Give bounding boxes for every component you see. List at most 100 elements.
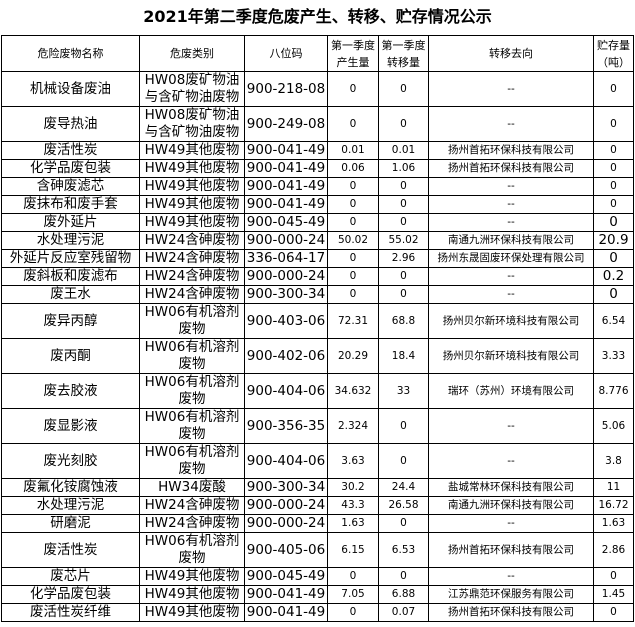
- table-cell: HW49其他废物: [139, 141, 245, 160]
- table-cell: --: [428, 71, 594, 107]
- table-cell: 0: [593, 177, 634, 196]
- table-cell: 0: [327, 177, 379, 196]
- table-cell: --: [428, 514, 594, 533]
- table-cell: 2.324: [327, 408, 379, 444]
- table-cell: 南通九洲环保科技有限公司: [428, 496, 594, 515]
- table-cell: 900-402-06: [244, 338, 328, 374]
- table-cell: 43.3: [327, 496, 379, 515]
- table-row: 废斜板和废滤布 HW24含砷废物 900-000-24 0 0 -- 0.2: [1, 267, 634, 286]
- table-cell: 55.02: [378, 231, 429, 250]
- table-cell: 900-218-08: [244, 71, 328, 107]
- table-cell: 6.54: [593, 303, 634, 339]
- table-row: 外延片反应室残留物 HW24含砷废物 336-064-17 0 2.96 扬州东晟固废环保…: [1, 249, 634, 268]
- table-cell: 废异丙醇: [1, 303, 140, 339]
- table-cell: 机械设备废油: [1, 71, 140, 107]
- hazardous-waste-table: 危险废物名称 危废类别 八位码 第一季度产生量 第一季度转移量 转移去向 贮存量（吨） 机械设…: [1, 35, 634, 622]
- table-row: 废显影液 HW06有机溶剂废物 900-356-35 2.324 0 -- 5.06: [1, 408, 634, 444]
- table-cell: 900-041-49: [244, 603, 328, 622]
- table-cell: 72.31: [327, 303, 379, 339]
- table-cell: 0: [593, 285, 634, 304]
- table-cell: 3.63: [327, 443, 379, 479]
- table-cell: 7.05: [327, 585, 379, 604]
- table-cell: 8.776: [593, 373, 634, 409]
- table-cell: 0: [593, 567, 634, 586]
- table-cell: HW06有机溶剂废物: [139, 338, 245, 374]
- table-cell: 0.01: [327, 141, 379, 160]
- table-row: 化学品废包装 HW49其他废物 900-041-49 0.06 1.06 扬州首拓环保科技…: [1, 159, 634, 178]
- table-cell: --: [428, 567, 594, 586]
- table-row: 废光刻胶 HW06有机溶剂废物 900-404-06 3.63 0 -- 3.8: [1, 443, 634, 479]
- table-cell: HW24含砷废物: [139, 267, 245, 286]
- table-row: 水处理污泥 HW24含砷废物 900-000-24 50.02 55.02 南通九洲环保科…: [1, 231, 634, 250]
- column-header: 八位码: [244, 35, 328, 72]
- table-row: 废活性炭 HW06有机溶剂废物 900-405-06 6.15 6.53 扬州首拓环保科技…: [1, 532, 634, 568]
- table-cell: 3.33: [593, 338, 634, 374]
- table-cell: 化学品废包装: [1, 585, 140, 604]
- table-cell: 盐城常林环保科技有限公司: [428, 478, 594, 497]
- table-cell: 水处理污泥: [1, 496, 140, 515]
- table-cell: 研磨泥: [1, 514, 140, 533]
- table-cell: --: [428, 267, 594, 286]
- table-cell: 废导热油: [1, 106, 140, 142]
- table-cell: 瑞环（苏州）环境有限公司: [428, 373, 594, 409]
- table-cell: 0: [378, 267, 429, 286]
- table-cell: 0: [593, 213, 634, 232]
- table-cell: 0: [327, 195, 379, 214]
- table-cell: 900-041-49: [244, 585, 328, 604]
- table-cell: --: [428, 285, 594, 304]
- table-cell: 扬州首拓环保科技有限公司: [428, 532, 594, 568]
- table-cell: 0: [378, 106, 429, 142]
- table-cell: HW49其他废物: [139, 159, 245, 178]
- table-cell: --: [428, 443, 594, 479]
- table-cell: 5.06: [593, 408, 634, 444]
- table-cell: 24.4: [378, 478, 429, 497]
- table-cell: 68.8: [378, 303, 429, 339]
- table-cell: 含砷废滤芯: [1, 177, 140, 196]
- table-cell: 0: [593, 159, 634, 178]
- table-cell: 900-041-49: [244, 141, 328, 160]
- table-cell: 0.06: [327, 159, 379, 178]
- table-cell: 900-403-06: [244, 303, 328, 339]
- table-cell: 0: [593, 71, 634, 107]
- table-cell: HW34废酸: [139, 478, 245, 497]
- table-cell: 0: [378, 443, 429, 479]
- table-row: 废活性炭纤维 HW49其他废物 900-041-49 0 0.07 扬州首拓环保科技有限公…: [1, 603, 634, 622]
- table-cell: 废光刻胶: [1, 443, 140, 479]
- table-cell: 900-000-24: [244, 267, 328, 286]
- table-cell: 废斜板和废滤布: [1, 267, 140, 286]
- column-header: 危险废物名称: [1, 35, 140, 72]
- table-cell: 废丙酮: [1, 338, 140, 374]
- table-cell: 6.88: [378, 585, 429, 604]
- table-cell: 扬州首拓环保科技有限公司: [428, 159, 594, 178]
- table-cell: 18.4: [378, 338, 429, 374]
- table-cell: --: [428, 106, 594, 142]
- table-cell: 0: [378, 177, 429, 196]
- table-cell: --: [428, 408, 594, 444]
- table-cell: HW06有机溶剂废物: [139, 443, 245, 479]
- table-cell: HW49其他废物: [139, 603, 245, 622]
- table-cell: 900-300-34: [244, 478, 328, 497]
- table-cell: 0: [593, 195, 634, 214]
- table-cell: 30.2: [327, 478, 379, 497]
- table-cell: 900-249-08: [244, 106, 328, 142]
- table-cell: 50.02: [327, 231, 379, 250]
- table-cell: HW06有机溶剂废物: [139, 408, 245, 444]
- table-cell: 0: [593, 603, 634, 622]
- table-cell: HW49其他废物: [139, 177, 245, 196]
- table-cell: 废去胶液: [1, 373, 140, 409]
- table-cell: HW49其他废物: [139, 585, 245, 604]
- table-cell: 0: [327, 213, 379, 232]
- table-cell: --: [428, 177, 594, 196]
- table-cell: 扬州贝尔新环境科技有限公司: [428, 338, 594, 374]
- column-header: 第一季度转移量: [378, 35, 429, 72]
- table-cell: 0: [327, 603, 379, 622]
- table-cell: 废抹布和废手套: [1, 195, 140, 214]
- table-cell: 外延片反应室残留物: [1, 249, 140, 268]
- table-cell: 20.9: [593, 231, 634, 250]
- table-row: 化学品废包装 HW49其他废物 900-041-49 7.05 6.88 江苏鼎范环保服务…: [1, 585, 634, 604]
- table-cell: 26.58: [378, 496, 429, 515]
- table-cell: 20.29: [327, 338, 379, 374]
- table-row: 废外延片 HW49其他废物 900-045-49 0 0 -- 0: [1, 213, 634, 232]
- table-cell: 1.63: [593, 514, 634, 533]
- table-cell: 900-041-49: [244, 159, 328, 178]
